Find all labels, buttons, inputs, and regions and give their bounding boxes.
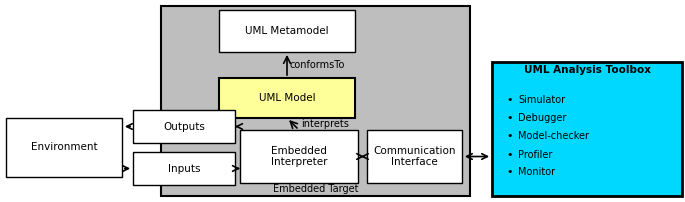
Text: Simulator: Simulator [518,95,565,105]
FancyBboxPatch shape [161,6,470,196]
Text: UML Analysis Toolbox: UML Analysis Toolbox [523,65,651,75]
Text: •: • [506,131,512,141]
FancyBboxPatch shape [219,78,355,118]
Text: •: • [506,167,512,177]
Text: Embedded Target: Embedded Target [273,184,358,194]
FancyBboxPatch shape [492,62,682,196]
Text: Monitor: Monitor [518,167,555,177]
Text: Communication
Interface: Communication Interface [373,146,456,167]
Text: Embedded
Interpreter: Embedded Interpreter [271,146,327,167]
Text: Inputs: Inputs [168,163,200,174]
Text: Outputs: Outputs [163,121,205,132]
Text: UML Metamodel: UML Metamodel [245,26,329,36]
Text: interprets: interprets [301,119,349,129]
FancyBboxPatch shape [133,152,235,185]
Text: conformsTo: conformsTo [290,60,345,70]
FancyBboxPatch shape [133,110,235,143]
Text: •: • [506,113,512,123]
Text: UML Model: UML Model [259,93,315,103]
FancyBboxPatch shape [367,130,462,183]
Text: Profiler: Profiler [518,150,552,160]
Text: Environment: Environment [31,142,97,153]
FancyBboxPatch shape [240,130,358,183]
FancyBboxPatch shape [219,10,355,52]
Text: •: • [506,95,512,105]
Text: Debugger: Debugger [518,113,566,123]
FancyBboxPatch shape [6,118,122,177]
Text: •: • [506,150,512,160]
Text: Model-checker: Model-checker [518,131,589,141]
